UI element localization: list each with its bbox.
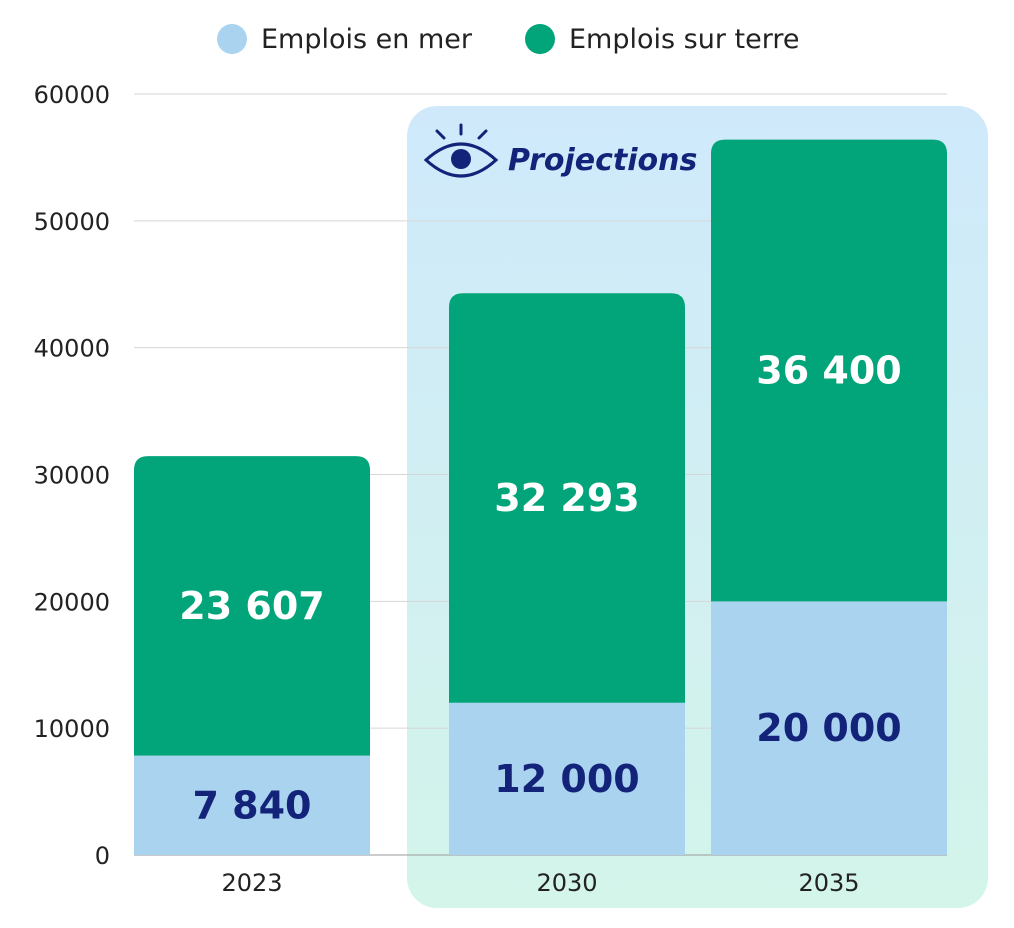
y-tick-label: 0 [95, 842, 110, 870]
data-label: 36 400 [756, 348, 901, 392]
data-label: 7 840 [193, 783, 312, 827]
bar-emplois-en-mer-2035 [711, 601, 947, 855]
x-tick-label: 2023 [221, 869, 282, 897]
data-label: 23 607 [179, 584, 324, 628]
bar-emplois-en-mer-2030 [449, 702, 685, 855]
bar-emplois-en-mer-2023 [134, 755, 370, 855]
legend-swatch [217, 24, 247, 54]
data-label: 12 000 [494, 757, 639, 801]
legend-label: Emplois sur terre [569, 24, 799, 55]
y-tick-label: 10000 [34, 715, 110, 743]
bar-emplois-sur-terre-2030 [449, 293, 685, 703]
y-tick-label: 30000 [34, 462, 110, 490]
projections-label: Projections [508, 143, 697, 178]
x-tick-label: 2030 [536, 869, 597, 897]
y-tick-label: 60000 [34, 81, 110, 109]
legend-label: Emplois en mer [261, 24, 473, 55]
y-tick-label: 50000 [34, 208, 110, 236]
data-label: 20 000 [756, 706, 901, 750]
y-tick-label: 20000 [34, 588, 110, 616]
y-tick-label: 40000 [34, 335, 110, 363]
eye-icon [423, 123, 499, 178]
legend: Emplois en mer Emplois sur terre [217, 24, 799, 55]
bar-emplois-sur-terre-2023 [134, 456, 370, 756]
x-tick-label: 2035 [798, 869, 859, 897]
bar-emplois-sur-terre-2035 [711, 139, 947, 602]
data-label: 32 293 [494, 476, 639, 520]
legend-swatch [525, 24, 555, 54]
